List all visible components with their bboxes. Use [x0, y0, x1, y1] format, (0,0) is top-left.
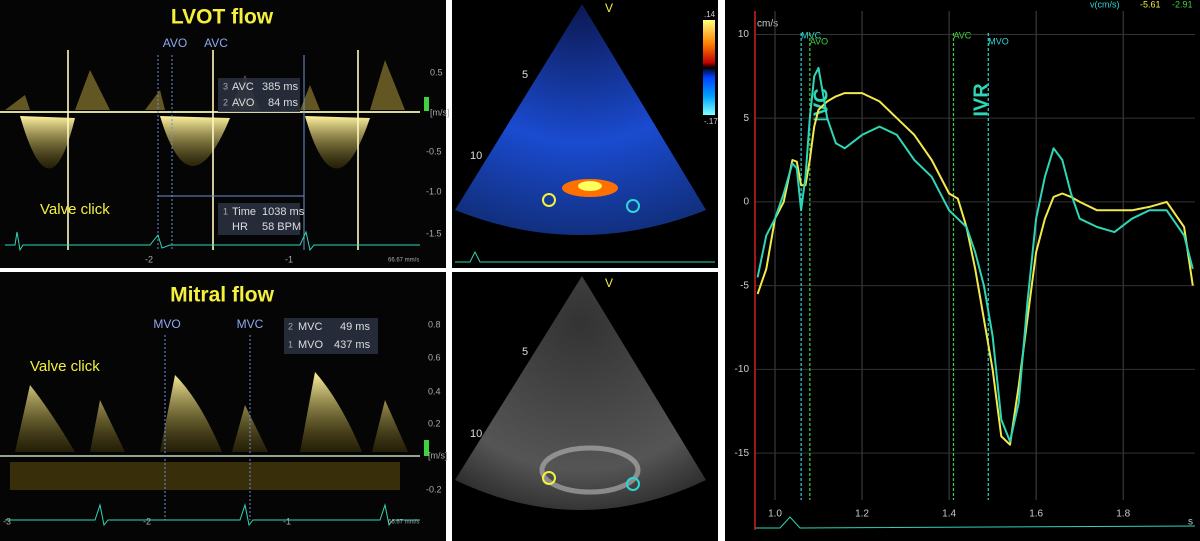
- marker: AVO: [163, 36, 187, 50]
- mitral-doppler: [0, 318, 429, 527]
- time-label: -2: [145, 254, 153, 264]
- sweep: 66.67 mm/s: [388, 520, 419, 526]
- measure-label: AVO: [232, 97, 255, 109]
- measure-value: 437 ms: [334, 339, 371, 351]
- unit: [m/s]: [428, 450, 448, 460]
- time-label: -3: [3, 516, 11, 526]
- series-line: [756, 66, 1194, 443]
- event-label: AVC: [953, 30, 971, 40]
- x-tick-label: 1.8: [1116, 509, 1130, 520]
- x-tick-label: 1.6: [1029, 509, 1043, 520]
- depth-label: 5: [522, 69, 528, 81]
- measure-label: Time: [232, 206, 256, 218]
- gray-fan: [455, 276, 706, 510]
- depth-label: 10: [470, 428, 482, 440]
- y-axis-label: cm/s: [757, 19, 778, 30]
- y-tick-label: 0: [743, 197, 749, 208]
- x-axis-label: s: [1188, 517, 1193, 528]
- measure-index: 3: [223, 81, 228, 91]
- measure-value: 84 ms: [268, 97, 298, 109]
- measure-value: 58 BPM: [262, 221, 301, 233]
- apex-label: V: [605, 1, 613, 15]
- scale-label: 0.5: [430, 67, 443, 77]
- measure-value: 385 ms: [262, 81, 299, 93]
- time-label: -1: [283, 516, 291, 526]
- measure-index: 2: [288, 321, 293, 331]
- y-tick-label: -15: [735, 448, 750, 459]
- marker: MVC: [237, 317, 264, 331]
- measure-label: AVC: [232, 81, 254, 93]
- measure-label: MVC: [298, 321, 323, 333]
- measure-index: 2: [223, 97, 228, 107]
- measure-index: 1: [223, 206, 228, 216]
- scale-label: -0.2: [426, 484, 442, 494]
- header: -2.91: [1172, 0, 1193, 9]
- mitral-panel: [0, 272, 446, 541]
- x-tick-label: 1.4: [942, 509, 956, 520]
- apex-label: V: [605, 276, 613, 290]
- depth-label: 10: [470, 150, 482, 162]
- measure-label: HR: [232, 221, 248, 233]
- header: v(cm/s): [1090, 0, 1120, 9]
- y-tick-label: 5: [743, 113, 749, 124]
- event-label: AVO: [810, 36, 828, 46]
- annotation: IVR: [970, 83, 992, 117]
- measure-label: MVO: [298, 339, 324, 351]
- scale-label: 0.2: [428, 418, 441, 428]
- header: -5.61: [1140, 0, 1161, 9]
- annotation: Valve click: [40, 201, 110, 218]
- chart-panel: [725, 0, 1200, 541]
- colorbar-label: -.17: [704, 117, 718, 126]
- scale-label: -1.5: [426, 228, 442, 238]
- scale-label: 0.6: [428, 352, 441, 362]
- scale-label: 0.4: [428, 386, 441, 396]
- time-label: -1: [285, 254, 293, 264]
- color-fan: [455, 4, 715, 263]
- scale-label: 0.8: [428, 319, 441, 329]
- ecg: [755, 516, 1196, 529]
- measure-value: 1038 ms: [262, 206, 305, 218]
- unit: [m/s]: [430, 107, 450, 117]
- y-tick-label: -10: [735, 364, 750, 375]
- event-label: MVO: [988, 36, 1009, 46]
- y-tick-label: 10: [738, 29, 750, 40]
- measure-value: 49 ms: [340, 321, 370, 333]
- annotation: Valve click: [30, 358, 100, 375]
- x-tick-label: 1.2: [855, 509, 869, 520]
- depth-label: 5: [522, 346, 528, 358]
- sweep: 66.67 mm/s: [388, 258, 419, 264]
- x-tick-label: 1.0: [768, 509, 782, 520]
- colorbar-label: .14: [704, 10, 716, 19]
- annotation: IVC: [810, 88, 832, 121]
- mitral-title: Mitral flow: [170, 284, 274, 307]
- scale-label: -0.5: [426, 146, 442, 156]
- lvot-title: LVOT flow: [171, 6, 274, 29]
- y-tick-label: -5: [740, 280, 749, 291]
- lvot-doppler: [0, 50, 429, 252]
- measure-index: 1: [288, 339, 293, 349]
- scale-label: -1.0: [426, 186, 442, 196]
- event-label: MVC: [801, 30, 822, 40]
- marker: MVO: [153, 317, 180, 331]
- marker: AVC: [204, 36, 228, 50]
- time-label: -2: [143, 516, 151, 526]
